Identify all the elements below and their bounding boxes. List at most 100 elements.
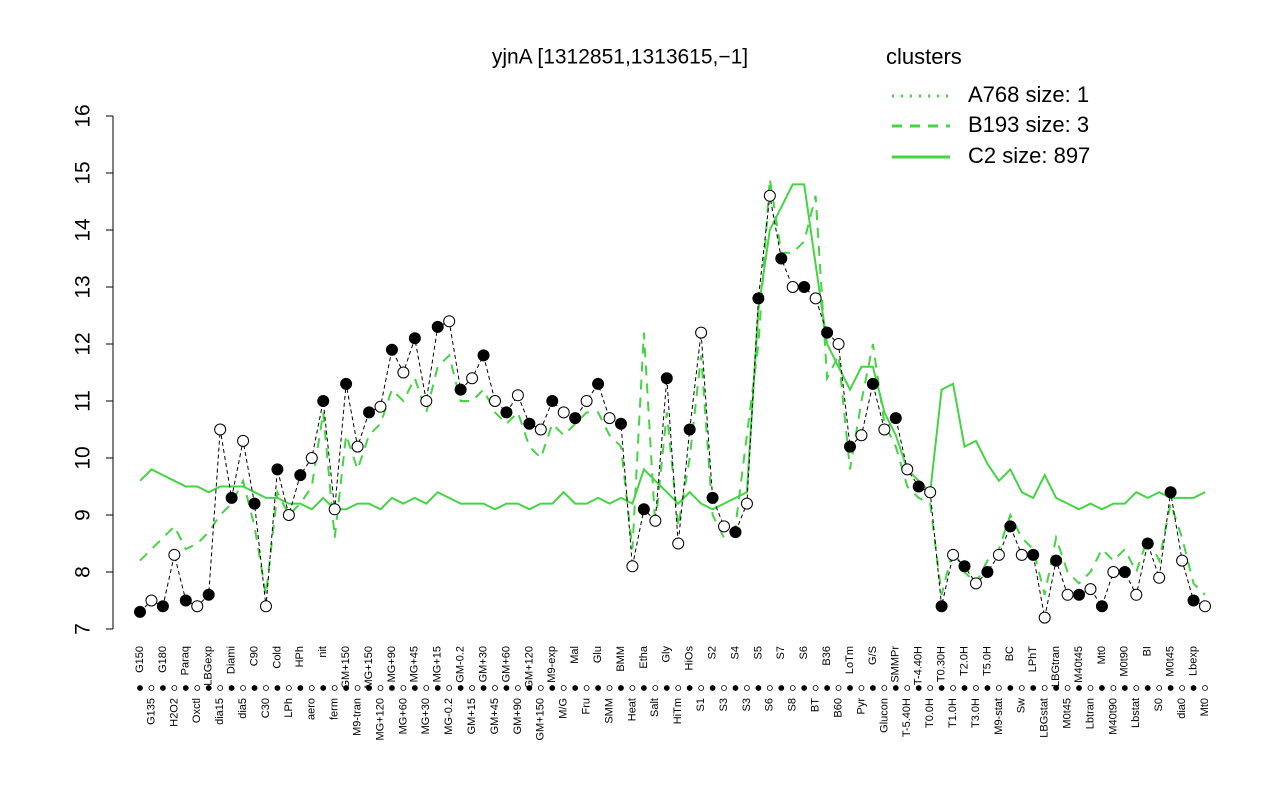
x-tick-label: C90 xyxy=(248,646,260,666)
x-dot xyxy=(423,685,430,691)
x-tick-label: BMM xyxy=(615,646,627,672)
point xyxy=(924,486,937,499)
point xyxy=(592,377,605,390)
x-dot xyxy=(1053,685,1060,691)
point xyxy=(1027,548,1040,561)
x-tick-label: BT xyxy=(810,698,822,712)
point xyxy=(225,491,238,504)
x-tick-label: LPhT xyxy=(1027,646,1039,673)
x-tick-label: Oxctl xyxy=(191,698,203,723)
x-dot xyxy=(938,685,945,691)
x-tick-label: Mt0 xyxy=(1199,698,1211,716)
x-tick-label: Heat xyxy=(626,698,638,721)
x-dot xyxy=(411,685,418,691)
point xyxy=(420,395,433,407)
x-tick-label: Gly xyxy=(661,646,673,663)
x-tick-label: HiOs xyxy=(684,646,696,671)
x-dot xyxy=(766,685,773,691)
point xyxy=(821,326,834,339)
x-tick-label: dia5 xyxy=(237,698,249,719)
point xyxy=(477,349,490,362)
point xyxy=(569,412,582,425)
point xyxy=(1130,588,1143,601)
x-dot xyxy=(1167,685,1174,691)
x-tick-label: Sw xyxy=(1016,698,1028,713)
x-dot xyxy=(881,685,888,691)
x-dot xyxy=(377,685,384,691)
x-dot xyxy=(870,685,876,691)
point xyxy=(431,320,444,333)
point xyxy=(763,189,776,202)
x-tick-label: Cold xyxy=(271,646,283,669)
point xyxy=(1050,554,1063,567)
y-tick-label: 7 xyxy=(72,623,95,635)
point xyxy=(786,281,799,293)
x-tick-label: GM+150 xyxy=(535,698,547,741)
x-dot xyxy=(1179,685,1185,691)
x-dot xyxy=(400,685,407,691)
point xyxy=(947,548,960,561)
x-dot xyxy=(915,685,922,691)
x-dot xyxy=(1064,685,1071,691)
point xyxy=(534,423,547,436)
x-dot xyxy=(835,685,842,691)
point xyxy=(237,434,250,447)
x-tick-label: dia0 xyxy=(1176,698,1188,719)
point xyxy=(660,372,673,385)
point xyxy=(992,548,1005,561)
point xyxy=(878,423,891,436)
point xyxy=(385,343,398,356)
point xyxy=(649,514,662,527)
point xyxy=(466,372,479,385)
point xyxy=(1199,600,1211,613)
x-dot xyxy=(732,685,739,691)
point xyxy=(912,480,925,493)
expression-line xyxy=(139,195,1206,618)
x-tick-label: G180 xyxy=(157,646,169,673)
x-dot xyxy=(526,685,533,691)
x-dot xyxy=(240,685,246,691)
point xyxy=(317,395,330,407)
x-dot xyxy=(973,685,979,691)
x-tick-label: M0t90 xyxy=(1119,646,1131,677)
x-tick-label: LBGstat xyxy=(1039,698,1051,738)
x-dot xyxy=(503,685,510,691)
legend-label: C2 size: 897 xyxy=(968,143,1090,168)
x-dot xyxy=(675,685,682,691)
x-dot xyxy=(572,685,579,691)
x-dot xyxy=(171,685,178,691)
x-tick-label: aero xyxy=(306,698,318,720)
x-dot xyxy=(824,685,830,691)
x-tick-label: MG-0.2 xyxy=(443,698,455,735)
point xyxy=(855,429,868,442)
x-dot xyxy=(927,685,934,691)
point xyxy=(1004,520,1017,533)
point xyxy=(1095,600,1108,613)
x-tick-label: dia15 xyxy=(214,698,226,725)
x-dot xyxy=(1076,685,1082,691)
point xyxy=(1141,537,1154,550)
point xyxy=(958,560,971,573)
x-tick-label: S3 xyxy=(718,698,730,711)
legend-label: B193 size: 3 xyxy=(968,112,1089,137)
point xyxy=(282,509,295,521)
point xyxy=(752,292,765,305)
x-tick-label: SMMPr xyxy=(890,646,902,683)
point xyxy=(214,423,227,436)
x-tick-label: H2O2 xyxy=(168,698,180,727)
x-tick-label: SMM xyxy=(603,698,615,724)
point xyxy=(134,605,146,618)
point xyxy=(580,395,593,407)
x-tick-label: T5.0H xyxy=(981,646,993,676)
x-tick-label: Lbexp xyxy=(1187,646,1199,676)
legend-title: clusters xyxy=(886,44,962,69)
x-dot xyxy=(1007,685,1014,691)
x-tick-label: B60 xyxy=(832,698,844,718)
x-tick-label: GM+60 xyxy=(500,646,512,682)
x-tick-label: GM+90 xyxy=(512,698,524,734)
x-dot xyxy=(663,685,670,691)
x-dot xyxy=(1133,685,1140,691)
x-dot xyxy=(560,685,567,691)
x-tick-label: Paraq xyxy=(180,646,192,675)
point xyxy=(305,452,318,464)
